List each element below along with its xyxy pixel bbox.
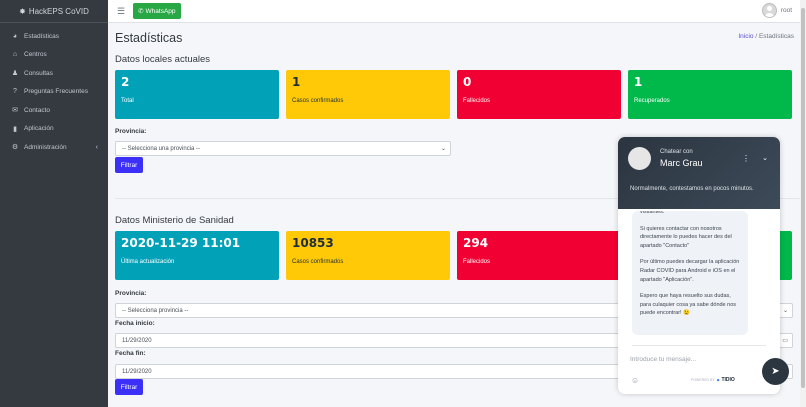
- stat-box-last-update: 2020-11-29 11:01 Última actualización: [115, 231, 279, 280]
- sidebar-item-label: Preguntas Frecuentes: [24, 88, 88, 96]
- stat-box-total: 2 Total: [115, 70, 279, 119]
- breadcrumb-home-link[interactable]: Inicio: [738, 33, 754, 40]
- chevron-down-icon: ⌄: [440, 146, 446, 152]
- chat-widget: Chatear con Marc Grau ⋮ ⌄ Normalmente, c…: [618, 137, 780, 394]
- breadcrumb: Inicio / Estadísticas: [738, 33, 794, 40]
- chat-message-input[interactable]: Introduce tu mensaje...: [630, 356, 697, 363]
- stat-box-recovered: 1 Recuperados: [628, 70, 792, 119]
- menu-toggle-icon[interactable]: ☰: [117, 5, 126, 16]
- top-navbar: ☰ ✆ WhatsApp root: [108, 0, 800, 23]
- user-md-icon: ♟: [11, 70, 19, 78]
- chat-message: visitantes. Si quieres contactar con nos…: [632, 211, 748, 335]
- sidebar-item-label: Centros: [24, 51, 47, 59]
- filter-button[interactable]: Filtrar: [115, 157, 143, 173]
- question-circle-icon: ?: [13, 88, 17, 96]
- sidebar-item-estadisticas[interactable]: ◕ Estadísticas: [0, 27, 108, 46]
- province-label: Provincia:: [115, 290, 147, 297]
- mobile-icon: ▮: [13, 125, 17, 133]
- whatsapp-icon: ✆: [138, 8, 144, 15]
- whatsapp-button[interactable]: ✆ WhatsApp: [133, 3, 181, 19]
- ministry-heading: Datos Ministerio de Sanidad: [115, 215, 234, 226]
- send-icon: ➤: [771, 366, 780, 377]
- stat-box-confirmed: 10853 Casos confirmados: [286, 231, 450, 280]
- sidebar-item-administracion[interactable]: ⚙ Administración ‹: [0, 138, 108, 157]
- response-note: Normalmente, contestamos en pocos minuto…: [630, 186, 754, 192]
- emoji-icon[interactable]: ☺: [631, 376, 640, 385]
- end-date-label: Fecha fin:: [115, 350, 146, 357]
- username: root: [780, 7, 792, 14]
- page-title: Estadísticas: [115, 31, 183, 45]
- start-date-label: Fecha inicio:: [115, 320, 155, 327]
- powered-by[interactable]: POWERED BY ◆ TIDIO: [691, 377, 735, 383]
- chat-header: Chatear con Marc Grau ⋮ ⌄ Normalmente, c…: [618, 137, 780, 209]
- more-vertical-icon[interactable]: ⋮: [742, 154, 750, 163]
- envelope-icon: ✉: [12, 107, 18, 115]
- stat-box-confirmed: 1 Casos confirmados: [286, 70, 450, 119]
- brand[interactable]: ✸ HackEPS CoVID: [0, 0, 108, 23]
- sidebar-item-label: Consultas: [24, 69, 53, 77]
- cogs-icon: ⚙: [11, 144, 19, 152]
- sidebar: ✸ HackEPS CoVID ◕ Estadísticas ⌂ Centros ♟…: [0, 0, 108, 407]
- avatar: [761, 3, 777, 18]
- province-label: Provincia:: [115, 128, 147, 135]
- stat-box-deaths: 0 Fallecidos: [457, 70, 621, 119]
- tachometer-icon: ◕: [12, 32, 18, 40]
- calendar-icon[interactable]: ▭: [782, 338, 788, 344]
- scrollbar[interactable]: [800, 0, 806, 407]
- sidebar-item-preguntas[interactable]: ? Preguntas Frecuentes: [0, 83, 108, 102]
- send-button[interactable]: ➤: [762, 358, 789, 385]
- sidebar-item-label: Estadísticas: [24, 32, 60, 40]
- sidebar-item-consultas[interactable]: ♟ Consultas: [0, 64, 108, 83]
- sidebar-item-label: Administración: [24, 143, 67, 151]
- divider: [632, 345, 766, 346]
- sidebar-item-label: Aplicación: [24, 125, 54, 133]
- province-select[interactable]: -- Selecciona una provincia -- ⌄: [115, 141, 451, 156]
- agent-name: Marc Grau: [660, 158, 703, 168]
- scrollbar-thumb[interactable]: [801, 8, 805, 388]
- stat-box-deaths: 294 Fallecidos: [457, 231, 621, 280]
- divider: [115, 198, 800, 199]
- user-menu[interactable]: root: [761, 3, 792, 18]
- hospital-icon: ⌂: [12, 51, 18, 59]
- local-heading: Datos locales actuales: [115, 54, 211, 65]
- sidebar-item-label: Contacto: [24, 106, 51, 114]
- breadcrumb-current: Estadísticas: [758, 33, 794, 40]
- tidio-logo-icon: ◆: [716, 378, 720, 382]
- sidebar-item-aplicacion[interactable]: ▮ Aplicación: [0, 120, 108, 139]
- agent-avatar: [628, 147, 651, 170]
- chevron-down-icon: ⌄: [782, 308, 788, 314]
- sidebar-item-centros[interactable]: ⌂ Centros: [0, 46, 108, 65]
- sidebar-item-contacto[interactable]: ✉ Contacto: [0, 101, 108, 120]
- chevron-down-icon[interactable]: ⌄: [762, 155, 768, 162]
- filter-button[interactable]: Filtrar: [115, 379, 143, 395]
- brand-title: HackEPS CoVID: [28, 6, 89, 16]
- virus-icon: ✸: [19, 6, 26, 16]
- sidebar-nav: ◕ Estadísticas ⌂ Centros ♟ Consultas ? Pregu…: [0, 23, 108, 157]
- chevron-left-icon: ‹: [95, 143, 98, 151]
